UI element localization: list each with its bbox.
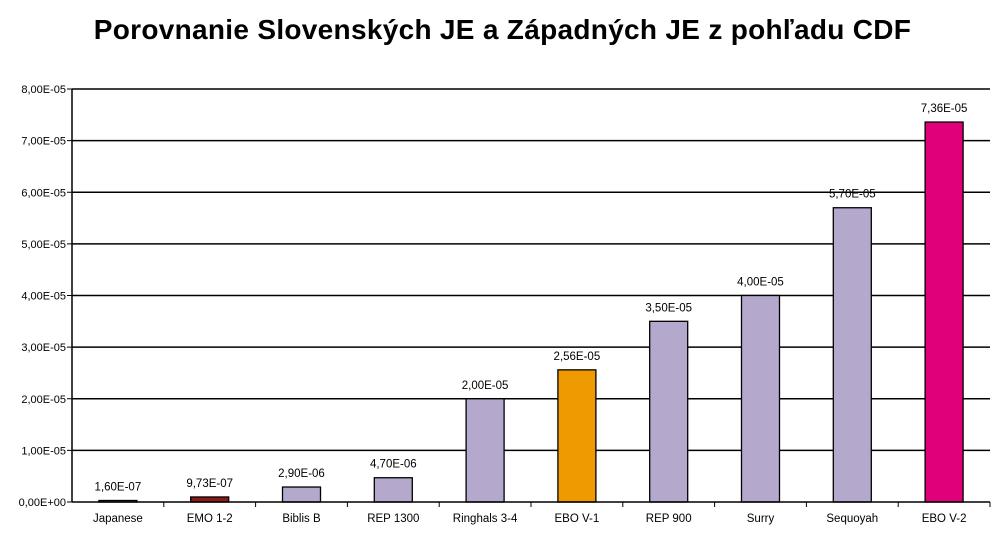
y-tick-label: 6,00E-05 bbox=[21, 187, 66, 199]
data-label: 3,50E-05 bbox=[645, 302, 692, 314]
x-tick-label: Surry bbox=[747, 513, 775, 525]
bar bbox=[373, 477, 413, 503]
bar bbox=[190, 496, 230, 503]
x-tick-label: EMO 1-2 bbox=[187, 513, 233, 525]
y-tick-label: 7,00E-05 bbox=[21, 136, 66, 148]
y-tick-label: 8,00E-05 bbox=[21, 84, 66, 96]
x-tick-label: REP 900 bbox=[646, 513, 692, 525]
x-tick-label: REP 1300 bbox=[367, 513, 419, 525]
x-tick-label: Ringhals 3-4 bbox=[453, 513, 518, 525]
x-tick-label: EBO V-2 bbox=[922, 513, 967, 525]
y-tick-label: 2,00E-05 bbox=[21, 394, 66, 406]
y-tick-label: 5,00E-05 bbox=[21, 239, 66, 251]
y-tick-label: 0,00E+00 bbox=[19, 497, 66, 509]
bar bbox=[924, 121, 964, 503]
data-label: 1,60E-07 bbox=[95, 482, 142, 494]
data-label: 2,56E-05 bbox=[554, 351, 601, 363]
bars bbox=[98, 121, 964, 503]
data-label: 7,36E-05 bbox=[921, 103, 968, 115]
bar bbox=[281, 486, 322, 503]
x-tick-label: Sequoyah bbox=[826, 513, 878, 525]
data-label: 9,73E-07 bbox=[186, 478, 233, 490]
x-tick-label: Japanese bbox=[93, 513, 143, 525]
bar bbox=[832, 207, 872, 503]
y-tick-label: 3,00E-05 bbox=[21, 342, 66, 354]
bar bbox=[557, 369, 597, 503]
x-tick-label: Biblis B bbox=[282, 513, 321, 525]
chart-title: Porovnanie Slovenských JE a Západných JE… bbox=[93, 14, 912, 45]
y-tick-label: 4,00E-05 bbox=[21, 291, 66, 303]
data-label: 2,90E-06 bbox=[278, 468, 325, 480]
data-label: 4,70E-06 bbox=[370, 459, 417, 471]
x-tick-label: EBO V-1 bbox=[555, 513, 600, 525]
data-labels: 1,60E-07 9,73E-07 2,90E-06 4,70E-06 2,00E-05… bbox=[95, 103, 968, 493]
bar bbox=[649, 320, 689, 503]
data-label: 5,70E-05 bbox=[829, 189, 876, 201]
y-tick-label: 1,00E-05 bbox=[21, 445, 66, 457]
x-axis-categories: Japanese EMO 1-2 Biblis B REP 1300 Ringhals … bbox=[93, 502, 991, 525]
y-axis-ticks: 0,00E+00 1,00E-05 2,00E-05 3,00E-05 4,00E-05… bbox=[19, 84, 66, 509]
data-label: 4,00E-05 bbox=[737, 277, 784, 289]
bar bbox=[740, 294, 781, 503]
bar bbox=[465, 398, 505, 503]
data-label: 2,00E-05 bbox=[462, 380, 509, 392]
